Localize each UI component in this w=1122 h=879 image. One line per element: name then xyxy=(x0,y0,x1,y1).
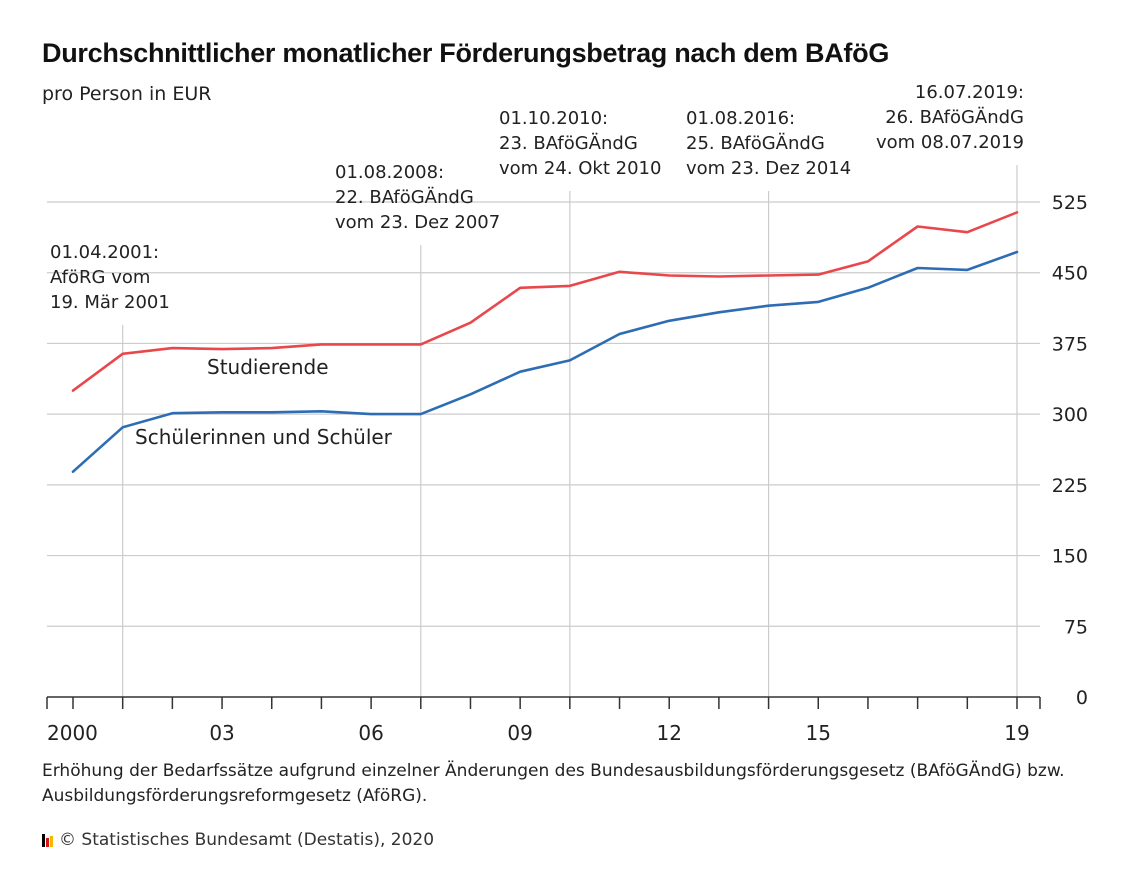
series-line xyxy=(71,250,1019,474)
x-tick-label: 19 xyxy=(1004,721,1029,745)
annotation-text: 01.10.2010: xyxy=(499,108,608,129)
annotation-text: 23. BAföGÄndG xyxy=(499,133,638,154)
destatis-logo-icon xyxy=(42,833,53,847)
series-label: Schülerinnen und Schüler xyxy=(135,425,393,449)
y-tick-label: 0 xyxy=(1076,687,1088,709)
x-tick-label: 03 xyxy=(209,721,234,745)
series-line xyxy=(71,211,1019,392)
x-tick-label: 2000 xyxy=(47,721,98,745)
annotation-text: AföRG vom xyxy=(50,267,150,288)
logo-bar-black xyxy=(42,833,45,847)
annotation-text: vom 08.07.2019 xyxy=(876,132,1024,153)
annotation-text: 01.08.2008: xyxy=(335,162,444,183)
source-text: © Statistisches Bundesamt (Destatis), 20… xyxy=(59,830,435,850)
annotation-text: vom 23. Dez 2014 xyxy=(686,158,851,179)
logo-bar-red xyxy=(46,837,49,847)
y-tick-label: 450 xyxy=(1052,263,1088,285)
annotation-text: vom 23. Dez 2007 xyxy=(335,212,500,233)
y-tick-label: 375 xyxy=(1052,333,1088,355)
annotation-text: 16.07.2019: xyxy=(915,82,1024,103)
annotation-text: 25. BAföGÄndG xyxy=(686,133,825,154)
annotation-text: 26. BAföGÄndG xyxy=(885,107,1024,128)
annotation-text: 01.08.2016: xyxy=(686,108,795,129)
series-label: Studierende xyxy=(207,355,329,379)
chart-subtitle: pro Person in EUR xyxy=(42,83,212,105)
chart-title: Durchschnittlicher monatlicher Förderung… xyxy=(42,38,890,68)
x-tick-label: 09 xyxy=(507,721,532,745)
annotation-text: 22. BAföGÄndG xyxy=(335,187,474,208)
y-tick-label: 150 xyxy=(1052,546,1088,568)
x-tick-label: 06 xyxy=(358,721,383,745)
y-tick-label: 75 xyxy=(1064,616,1088,638)
y-tick-label: 225 xyxy=(1052,475,1088,497)
source-line: © Statistisches Bundesamt (Destatis), 20… xyxy=(42,830,434,850)
annotation-text: 19. Mär 2001 xyxy=(50,292,170,313)
x-tick-label: 15 xyxy=(806,721,831,745)
y-tick-label: 525 xyxy=(1052,192,1088,214)
x-tick-label: 12 xyxy=(656,721,681,745)
logo-bar-yellow xyxy=(50,835,53,847)
annotation-text: 01.04.2001: xyxy=(50,242,159,263)
annotation-text: vom 24. Okt 2010 xyxy=(499,158,661,179)
footnote: Erhöhung der Bedarfssätze aufgrund einze… xyxy=(42,761,1065,806)
y-tick-label: 300 xyxy=(1052,404,1088,426)
